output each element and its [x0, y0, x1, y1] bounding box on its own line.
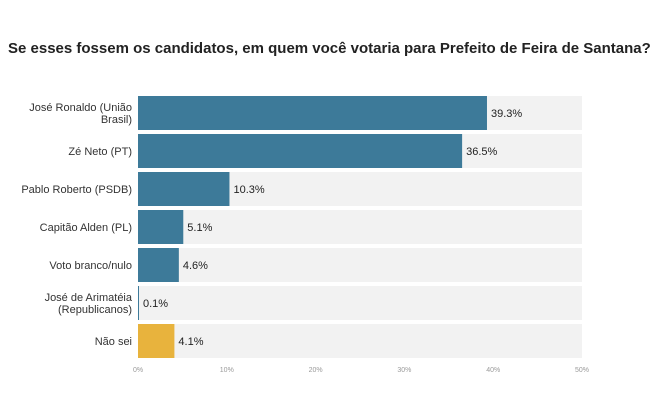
category-label: Pablo Roberto (PSDB) [21, 184, 132, 196]
x-tick-label: 0% [133, 367, 143, 374]
x-tick-label: 40% [486, 367, 500, 374]
category-label: Não sei [95, 336, 132, 348]
value-label: 0.1% [143, 298, 168, 310]
x-tick-label: 50% [575, 367, 589, 374]
bar [138, 210, 184, 244]
bar-track [138, 248, 582, 282]
value-label: 10.3% [233, 184, 264, 196]
value-label: 36.5% [466, 146, 497, 158]
category-label: José de Arimatéia (Republicanos) [45, 292, 133, 316]
bar-track [138, 210, 582, 244]
value-label: 4.6% [183, 260, 208, 272]
value-label: 4.1% [178, 336, 203, 348]
category-label: Zé Neto (PT) [68, 146, 132, 158]
category-label: Capitão Alden (PL) [40, 222, 132, 234]
bar [138, 172, 230, 206]
x-tick-label: 20% [309, 367, 323, 374]
x-axis-ticks: 0% 10% 20% 30% 40% 50% [133, 367, 589, 374]
chart-title: Se esses fossem os candidatos, em quem v… [8, 40, 651, 57]
category-label: Voto branco/nulo [49, 260, 132, 272]
bar [138, 96, 487, 130]
bar-track [138, 324, 582, 358]
bars [138, 96, 487, 358]
bar [138, 324, 175, 358]
value-labels: 39.3% 36.5% 10.3% 5.1% 4.6% 0.1% 4.1% [143, 108, 522, 348]
value-label: 39.3% [491, 108, 522, 120]
bar-track [138, 286, 582, 320]
bar [138, 248, 179, 282]
x-tick-label: 30% [397, 367, 411, 374]
category-label: José Ronaldo (União Brasil) [29, 102, 132, 126]
value-label: 5.1% [187, 222, 212, 234]
x-tick-label: 10% [220, 367, 234, 374]
bar [138, 134, 463, 168]
category-labels: José Ronaldo (União Brasil) Zé Neto (PT) Pa… [21, 102, 133, 348]
bar [138, 286, 139, 320]
